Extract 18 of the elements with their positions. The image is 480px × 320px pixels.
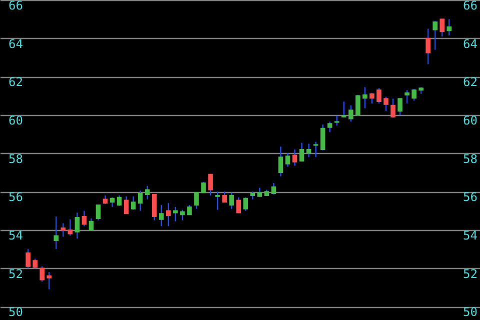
- y2-tick-label: 58: [463, 152, 478, 166]
- y-tick-label: 54: [8, 228, 23, 242]
- y2-tick-label: 62: [463, 75, 478, 90]
- y-tick-label: 50: [8, 305, 23, 320]
- y2-tick-label: 52: [463, 266, 478, 281]
- y-tick-label: 56: [8, 190, 23, 204]
- y2-tick-label: 50: [463, 305, 478, 320]
- y2-tick-label: 54: [463, 228, 478, 242]
- y-tick-label: 60: [8, 113, 23, 128]
- y2-tick-label: 56: [463, 190, 478, 204]
- y-tick-label: 64: [8, 36, 23, 51]
- y-tick-label: 62: [8, 75, 23, 90]
- y2-tick-label: 60: [463, 113, 478, 128]
- y-tick-label: 58: [8, 152, 23, 166]
- y2-tick-label: 66: [463, 0, 478, 12]
- y2-tick-label: 64: [463, 36, 478, 51]
- y-tick-label: 66: [8, 0, 23, 12]
- y-tick-label: 52: [8, 266, 23, 281]
